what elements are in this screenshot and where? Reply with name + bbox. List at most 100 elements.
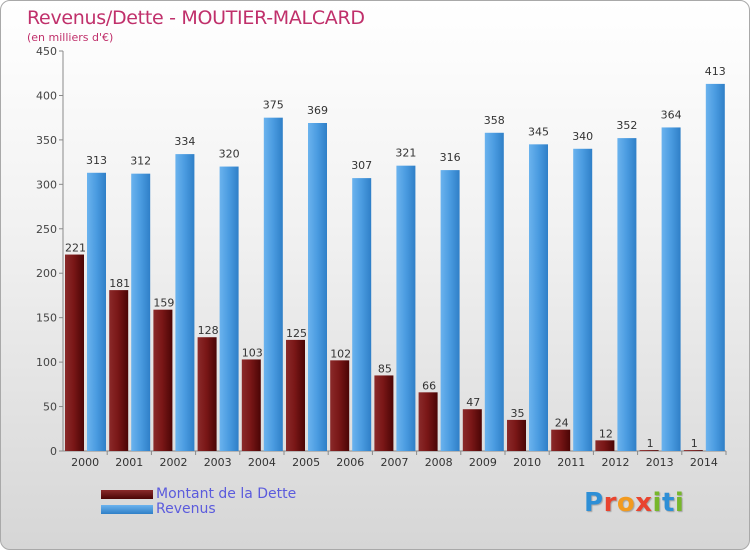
debt-bar (153, 309, 173, 451)
x-tick-label: 2014 (690, 456, 718, 469)
revenue-bar (529, 144, 548, 452)
legend-swatch-revenue (101, 505, 153, 514)
x-tick-label: 2008 (425, 456, 453, 469)
x-tick-label: 2011 (557, 456, 585, 469)
revenue-bar (175, 154, 195, 451)
revenue-value-label: 369 (307, 104, 328, 117)
revenue-bar (87, 172, 106, 451)
debt-value-label: 221 (65, 242, 86, 255)
debt-value-label: 24 (555, 417, 569, 430)
revenue-value-label: 358 (484, 114, 505, 127)
y-tick-label: 200 (36, 267, 57, 280)
chart-axes: 0 50 100 150 200 250 300 350 400 450 2000 2001 2002 2… (36, 45, 727, 469)
debt-value-label: 85 (378, 362, 392, 375)
debt-value-label: 103 (242, 346, 263, 359)
x-tick-label: 2009 (469, 456, 497, 469)
debt-bar (330, 360, 350, 451)
debt-value-label: 102 (330, 347, 351, 360)
debt-bar (551, 429, 571, 451)
chart-title: Revenus/Dette - MOUTIER-MALCARD (27, 7, 365, 29)
x-tick-label: 2010 (513, 456, 541, 469)
revenue-value-label: 321 (395, 147, 416, 160)
legend-swatch-debt (101, 490, 153, 499)
debt-bar (462, 409, 482, 451)
x-tick-label: 2012 (602, 456, 630, 469)
revenue-value-label: 320 (219, 148, 240, 161)
x-tick-label: 2004 (248, 456, 276, 469)
debt-value-label: 35 (511, 407, 525, 420)
debt-value-label: 1 (691, 437, 698, 450)
revenue-bar (661, 127, 681, 451)
revenue-bar (352, 178, 372, 451)
revenue-value-label: 316 (440, 151, 461, 164)
debt-value-label: 128 (198, 324, 219, 337)
chart-subtitle: (en milliers d'€) (27, 31, 114, 44)
revenue-bar (308, 123, 327, 451)
x-tick-label: 2005 (292, 456, 320, 469)
y-tick-label: 250 (36, 223, 57, 236)
revenue-value-label: 375 (263, 99, 284, 112)
y-tick-label: 300 (36, 178, 57, 191)
legend-label-debt: Montant de la Dette (156, 486, 297, 502)
debt-value-label: 47 (466, 396, 480, 409)
legend-label-revenue: Revenus (156, 501, 216, 517)
x-tick-label: 2006 (336, 456, 364, 469)
revenue-value-label: 313 (86, 154, 107, 167)
y-tick-label: 350 (36, 134, 57, 147)
x-tick-label: 2003 (204, 456, 232, 469)
revenue-bar (440, 170, 460, 451)
x-tick-label: 2001 (115, 456, 143, 469)
revenue-value-label: 307 (351, 159, 372, 172)
logo-letter: i (652, 488, 662, 518)
chart-data-labels: 221 313 181 312 159 334 128 320 103 375 125 369 102 3… (65, 65, 726, 450)
revenue-bar (396, 165, 416, 451)
logo-letter: P (584, 488, 604, 518)
debt-bar (109, 290, 129, 451)
revenue-value-label: 345 (528, 125, 549, 138)
chart-bars (65, 83, 725, 452)
proxiti-logo: Proxiti (584, 488, 684, 518)
debt-bar (374, 375, 394, 451)
debt-value-label: 1 (647, 437, 654, 450)
y-tick-label: 400 (36, 89, 57, 102)
y-tick-label: 50 (43, 401, 57, 414)
revenue-value-label: 340 (572, 130, 593, 143)
y-tick-label: 100 (36, 356, 57, 369)
x-tick-label: 2013 (646, 456, 674, 469)
revenue-bar (219, 166, 239, 452)
debt-bar (65, 254, 84, 451)
debt-bar (639, 450, 659, 451)
debt-bar (197, 337, 217, 451)
y-tick-label: 450 (36, 45, 57, 58)
revenue-bar (484, 132, 504, 451)
logo-letter: t (661, 488, 675, 518)
revenue-bar (263, 117, 283, 452)
revenue-bar (573, 148, 593, 451)
x-tick-label: 2000 (71, 456, 99, 469)
debt-value-label: 159 (153, 297, 174, 310)
debt-value-label: 181 (109, 277, 130, 290)
revenue-bar (705, 83, 725, 451)
revenue-value-label: 334 (174, 135, 195, 148)
logo-letter: r (603, 488, 617, 518)
debt-bar (507, 419, 526, 451)
debt-bar (286, 339, 305, 451)
revenue-value-label: 312 (130, 155, 151, 168)
debt-value-label: 66 (422, 379, 436, 392)
debt-bar (595, 440, 615, 451)
logo-letter: o (616, 488, 636, 518)
debt-bar (241, 359, 261, 451)
x-tick-label: 2002 (160, 456, 188, 469)
logo-letter: i (674, 488, 685, 518)
y-tick-label: 150 (36, 312, 57, 325)
debt-value-label: 12 (599, 427, 613, 440)
revenue-value-label: 413 (705, 65, 726, 78)
y-tick-label: 0 (50, 445, 57, 458)
revenue-value-label: 364 (661, 108, 682, 121)
revenue-bar (131, 173, 151, 451)
x-tick-label: 2007 (381, 456, 409, 469)
revenue-value-label: 352 (616, 119, 637, 132)
debt-bar (418, 392, 438, 451)
